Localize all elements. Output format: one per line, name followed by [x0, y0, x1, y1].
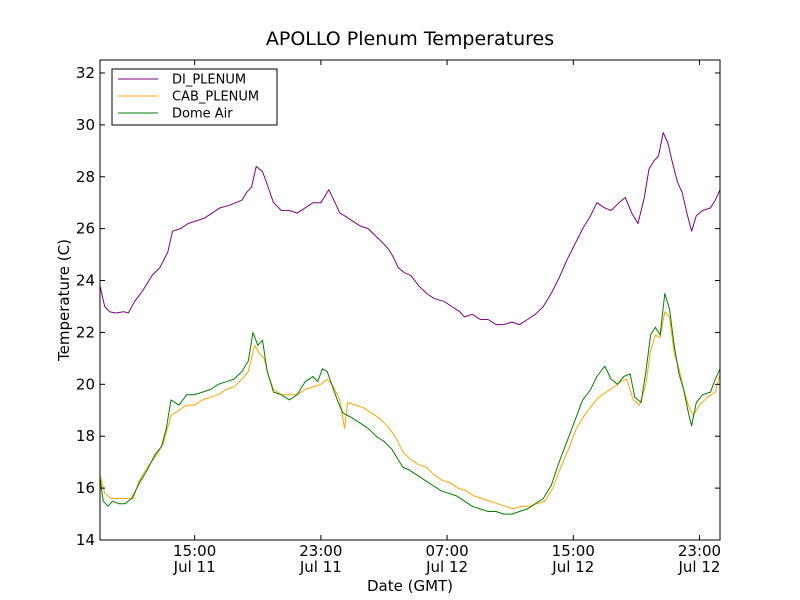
- x-tick-label-date: Jul 11: [299, 558, 342, 576]
- legend-label-cab-plenum: CAB_PLENUM: [172, 90, 259, 105]
- legend-label-di-plenum: DI_PLENUM: [172, 73, 246, 88]
- x-axis-label: Date (GMT): [367, 577, 453, 595]
- legend: DI_PLENUM CAB_PLENUM Dome Air: [111, 68, 278, 126]
- x-tick-label-date: Jul 12: [425, 558, 468, 576]
- x-tick-label-time: 07:00: [425, 542, 468, 560]
- x-tick-label-time: 23:00: [299, 542, 342, 560]
- x-tick-label-date: Jul 12: [678, 558, 721, 576]
- series-line-dome-air: [99, 293, 721, 515]
- x-tick-label-date: Jul 11: [173, 558, 216, 576]
- y-tick-label: 16: [76, 479, 95, 497]
- legend-box: [111, 68, 278, 126]
- x-tick-label-time: 15:00: [173, 542, 216, 560]
- y-tick-label: 28: [76, 168, 95, 186]
- x-tick-label-time: 23:00: [678, 542, 721, 560]
- series-line-di-plenum: [99, 132, 721, 326]
- legend-label-dome-air: Dome Air: [172, 107, 233, 122]
- y-tick-label: 30: [76, 116, 95, 134]
- y-tick-label: 22: [76, 323, 95, 341]
- x-tick-label-time: 15:00: [552, 542, 595, 560]
- y-axis-label: Temperature (C): [55, 239, 73, 362]
- y-tick-label: 24: [76, 272, 95, 290]
- x-tick-label-date: Jul 12: [551, 558, 594, 576]
- y-tick-label: 18: [76, 427, 95, 445]
- y-tick-label: 14: [76, 531, 95, 549]
- y-tick-label: 26: [76, 220, 95, 238]
- series-layer: [99, 132, 721, 515]
- y-tick-label: 20: [76, 375, 95, 393]
- plot-frame: [99, 59, 721, 541]
- y-tick-label: 32: [76, 64, 95, 82]
- chart-title: APOLLO Plenum Temperatures: [266, 28, 554, 50]
